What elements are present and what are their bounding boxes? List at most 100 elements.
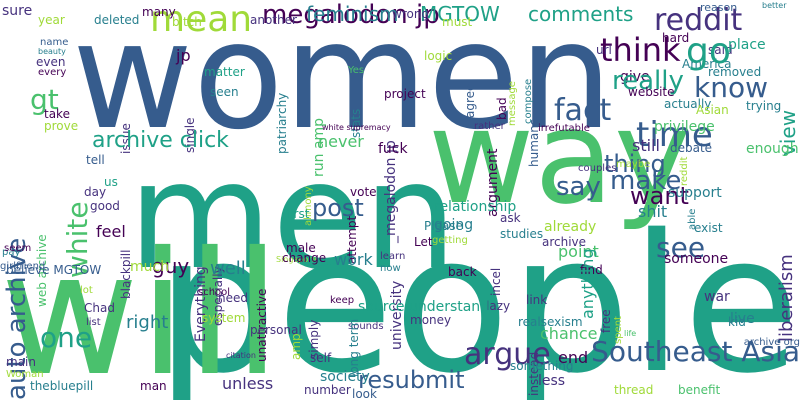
word-us: us xyxy=(104,175,118,189)
word-wrong: wrong xyxy=(392,7,430,21)
word-logic: logic xyxy=(424,49,453,63)
word-think: think xyxy=(600,31,681,69)
word-post: post xyxy=(312,194,364,222)
word-one: one xyxy=(40,321,93,354)
word-society: society xyxy=(320,369,370,385)
word-maybe: maybe xyxy=(616,159,651,170)
word-unless: unless xyxy=(222,374,274,393)
word-feel: feel xyxy=(96,222,126,241)
word-will: will xyxy=(0,216,281,400)
word-lot: lot xyxy=(80,285,93,296)
word-go: go xyxy=(686,31,731,72)
word-ask: ask xyxy=(500,211,521,225)
word-guy: guy xyxy=(152,254,190,278)
word-seen: seen xyxy=(210,85,239,99)
word-amp: amp xyxy=(289,333,303,360)
word-look: look xyxy=(352,387,377,400)
word-shit: shit xyxy=(638,202,668,221)
word-way: way xyxy=(428,81,691,233)
word-personal: personal xyxy=(250,323,302,337)
word-link: link xyxy=(526,293,548,307)
word-comments: comments xyxy=(528,2,634,26)
word-bad: bad xyxy=(495,97,509,120)
word-already: already xyxy=(544,219,597,235)
word-chance: chance xyxy=(540,324,598,343)
word-mean: mean xyxy=(150,0,253,40)
word-thing: thing xyxy=(604,150,666,178)
word-beauty: beauty xyxy=(38,47,66,56)
word-point: point xyxy=(558,242,599,261)
word-gt: gt xyxy=(30,83,59,116)
word-women: women xyxy=(72,0,613,162)
word-now: now xyxy=(380,263,401,274)
word-less: less xyxy=(538,373,566,389)
word-see: see xyxy=(656,231,706,264)
word-make: make xyxy=(610,166,682,196)
word-sounds: sounds xyxy=(348,321,384,332)
word-yes: Yes xyxy=(348,65,365,76)
word-source-understand: source understand xyxy=(358,299,490,315)
word-anything: anything xyxy=(578,248,597,319)
word-university: university xyxy=(389,280,405,350)
word-incel: incel xyxy=(489,267,503,296)
word-website: website xyxy=(628,85,675,99)
word-megalodon-jp: megalodon jp xyxy=(262,0,440,30)
word-removed: removed xyxy=(708,65,762,79)
word-believe-mgtow: believe MGTOW xyxy=(6,263,102,277)
word-find: find xyxy=(580,263,603,277)
word-benefit: benefit xyxy=(678,383,721,397)
word-bitch: bitch xyxy=(172,15,202,29)
word-exist: exist xyxy=(694,221,723,235)
word-debate: debate xyxy=(670,141,713,155)
word-end: end xyxy=(558,348,589,367)
word-relationship: relationship xyxy=(434,199,517,215)
word-sure: sure xyxy=(2,3,33,19)
word-url: url xyxy=(596,43,612,57)
word-male: male xyxy=(286,241,316,255)
word-hard: hard xyxy=(662,31,690,45)
word-trying: trying xyxy=(746,99,782,113)
word-system: system xyxy=(202,311,246,325)
word-man: man xyxy=(140,379,167,393)
word-many: many xyxy=(142,5,176,19)
word-citation: citation xyxy=(226,351,256,360)
word-money: money xyxy=(410,313,452,327)
word-irrefutable: irrefutable xyxy=(538,123,590,134)
word-spent: spent xyxy=(613,316,624,344)
word-lazy: lazy xyxy=(486,299,511,313)
word-realsexism: realsexism xyxy=(518,315,583,329)
word-still: still xyxy=(632,136,660,155)
word-really: really xyxy=(612,66,684,96)
word-take: take xyxy=(44,107,70,121)
word-reason: reason xyxy=(700,1,738,14)
word-getting: getting xyxy=(432,235,468,246)
word-compose: compose xyxy=(523,78,534,124)
word-white-supremacy: white supremacy xyxy=(322,123,391,132)
word-fact: fact xyxy=(554,93,612,128)
word-everything: Everything xyxy=(193,266,209,342)
word-better: better xyxy=(762,1,787,10)
word-want: want xyxy=(630,182,689,210)
word-let: Let xyxy=(414,235,433,249)
word-please: Please xyxy=(424,219,463,233)
word-time: time xyxy=(636,115,713,155)
word-going: going xyxy=(434,217,474,233)
word-know: know xyxy=(694,71,768,104)
word-work: work xyxy=(334,250,373,269)
word-girlfriend: girlfriend xyxy=(0,261,46,272)
word-learn: learn xyxy=(380,251,406,262)
word-resubmit: resubmit xyxy=(358,366,465,394)
word-good: good xyxy=(90,199,120,213)
word-life: life xyxy=(624,329,637,338)
word-every: every xyxy=(38,67,67,78)
word-deleted: deleted xyxy=(94,13,140,27)
word-another: another xyxy=(250,13,297,27)
word-year: year xyxy=(38,13,65,27)
word-support: support xyxy=(668,185,722,201)
word-enough: enough xyxy=(746,141,799,157)
word-studies: studies xyxy=(500,227,544,241)
word-self: self xyxy=(310,351,332,365)
word-jp: jp xyxy=(176,46,191,65)
word-said: said xyxy=(708,43,733,57)
word-right: right xyxy=(126,312,169,333)
